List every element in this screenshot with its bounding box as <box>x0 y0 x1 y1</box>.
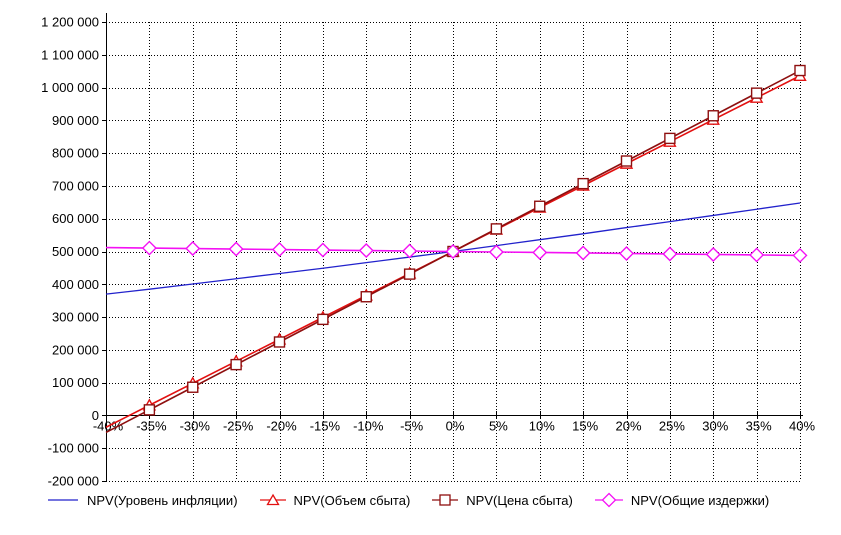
series-3 <box>105 240 808 263</box>
svg-text:1 100 000: 1 100 000 <box>41 47 99 62</box>
svg-text:700 000: 700 000 <box>52 178 99 193</box>
svg-text:25%: 25% <box>659 418 685 433</box>
legend-item-inflation-level: NPV(Уровень инфляции) <box>46 493 238 508</box>
svg-text:5%: 5% <box>489 418 508 433</box>
svg-text:-15%: -15% <box>310 418 341 433</box>
svg-text:1 200 000: 1 200 000 <box>41 15 99 30</box>
svg-text:500 000: 500 000 <box>52 244 99 259</box>
svg-text:-30%: -30% <box>180 418 211 433</box>
svg-text:0%: 0% <box>446 418 465 433</box>
legend-label-sales-price: NPV(Цена сбыта) <box>466 492 573 508</box>
svg-text:20%: 20% <box>615 418 641 433</box>
legend-item-total-costs: NPV(Общие издержки) <box>594 492 769 508</box>
legend-diamond-sample <box>594 492 623 508</box>
svg-text:-5%: -5% <box>400 418 424 433</box>
svg-text:35%: 35% <box>746 418 772 433</box>
svg-text:0: 0 <box>92 408 99 423</box>
x-tick-labels: -40% -35% -30% -25% -20% -15% -10% -5% 0% 5% 10% 15… <box>93 418 816 433</box>
legend-label-total-costs: NPV(Общие издержки) <box>630 492 770 508</box>
legend-triangle-sample <box>259 493 286 506</box>
legend-label-sales-volume: NPV(Объем сбыта) <box>293 492 411 508</box>
svg-text:200 000: 200 000 <box>52 342 99 357</box>
svg-text:300 000: 300 000 <box>52 310 99 325</box>
svg-text:-25%: -25% <box>223 418 254 433</box>
svg-text:-200 000: -200 000 <box>48 474 99 489</box>
svg-text:-35%: -35% <box>136 418 167 433</box>
svg-text:600 000: 600 000 <box>52 211 99 226</box>
legend-line-sample <box>48 499 78 501</box>
svg-text:40%: 40% <box>789 418 815 433</box>
legend-item-sales-price: NPV(Цена сбыта) <box>431 493 573 508</box>
svg-text:800 000: 800 000 <box>52 146 99 161</box>
svg-text:-10%: -10% <box>353 418 384 433</box>
svg-text:30%: 30% <box>702 418 728 433</box>
svg-text:100 000: 100 000 <box>52 375 99 390</box>
svg-text:-20%: -20% <box>266 418 297 433</box>
svg-text:400 000: 400 000 <box>52 277 99 292</box>
horizontal-gridlines <box>102 22 800 482</box>
svg-text:1 000 000: 1 000 000 <box>41 80 99 95</box>
legend-item-sales-volume: NPV(Объем сбыта) <box>259 492 411 508</box>
svg-text:15%: 15% <box>572 418 598 433</box>
y-tick-labels: 1 200 000 1 100 000 1 000 000 900 000 800 00… <box>41 15 99 489</box>
svg-text:-100 000: -100 000 <box>48 441 99 456</box>
legend-label-inflation-level: NPV(Уровень инфляции) <box>87 492 238 508</box>
svg-text:900 000: 900 000 <box>52 113 99 128</box>
svg-text:10%: 10% <box>529 418 555 433</box>
chart-legend: NPV(Уровень инфляции) NPV(Объем сбыта) N… <box>46 492 836 508</box>
legend-square-sample <box>432 494 459 506</box>
